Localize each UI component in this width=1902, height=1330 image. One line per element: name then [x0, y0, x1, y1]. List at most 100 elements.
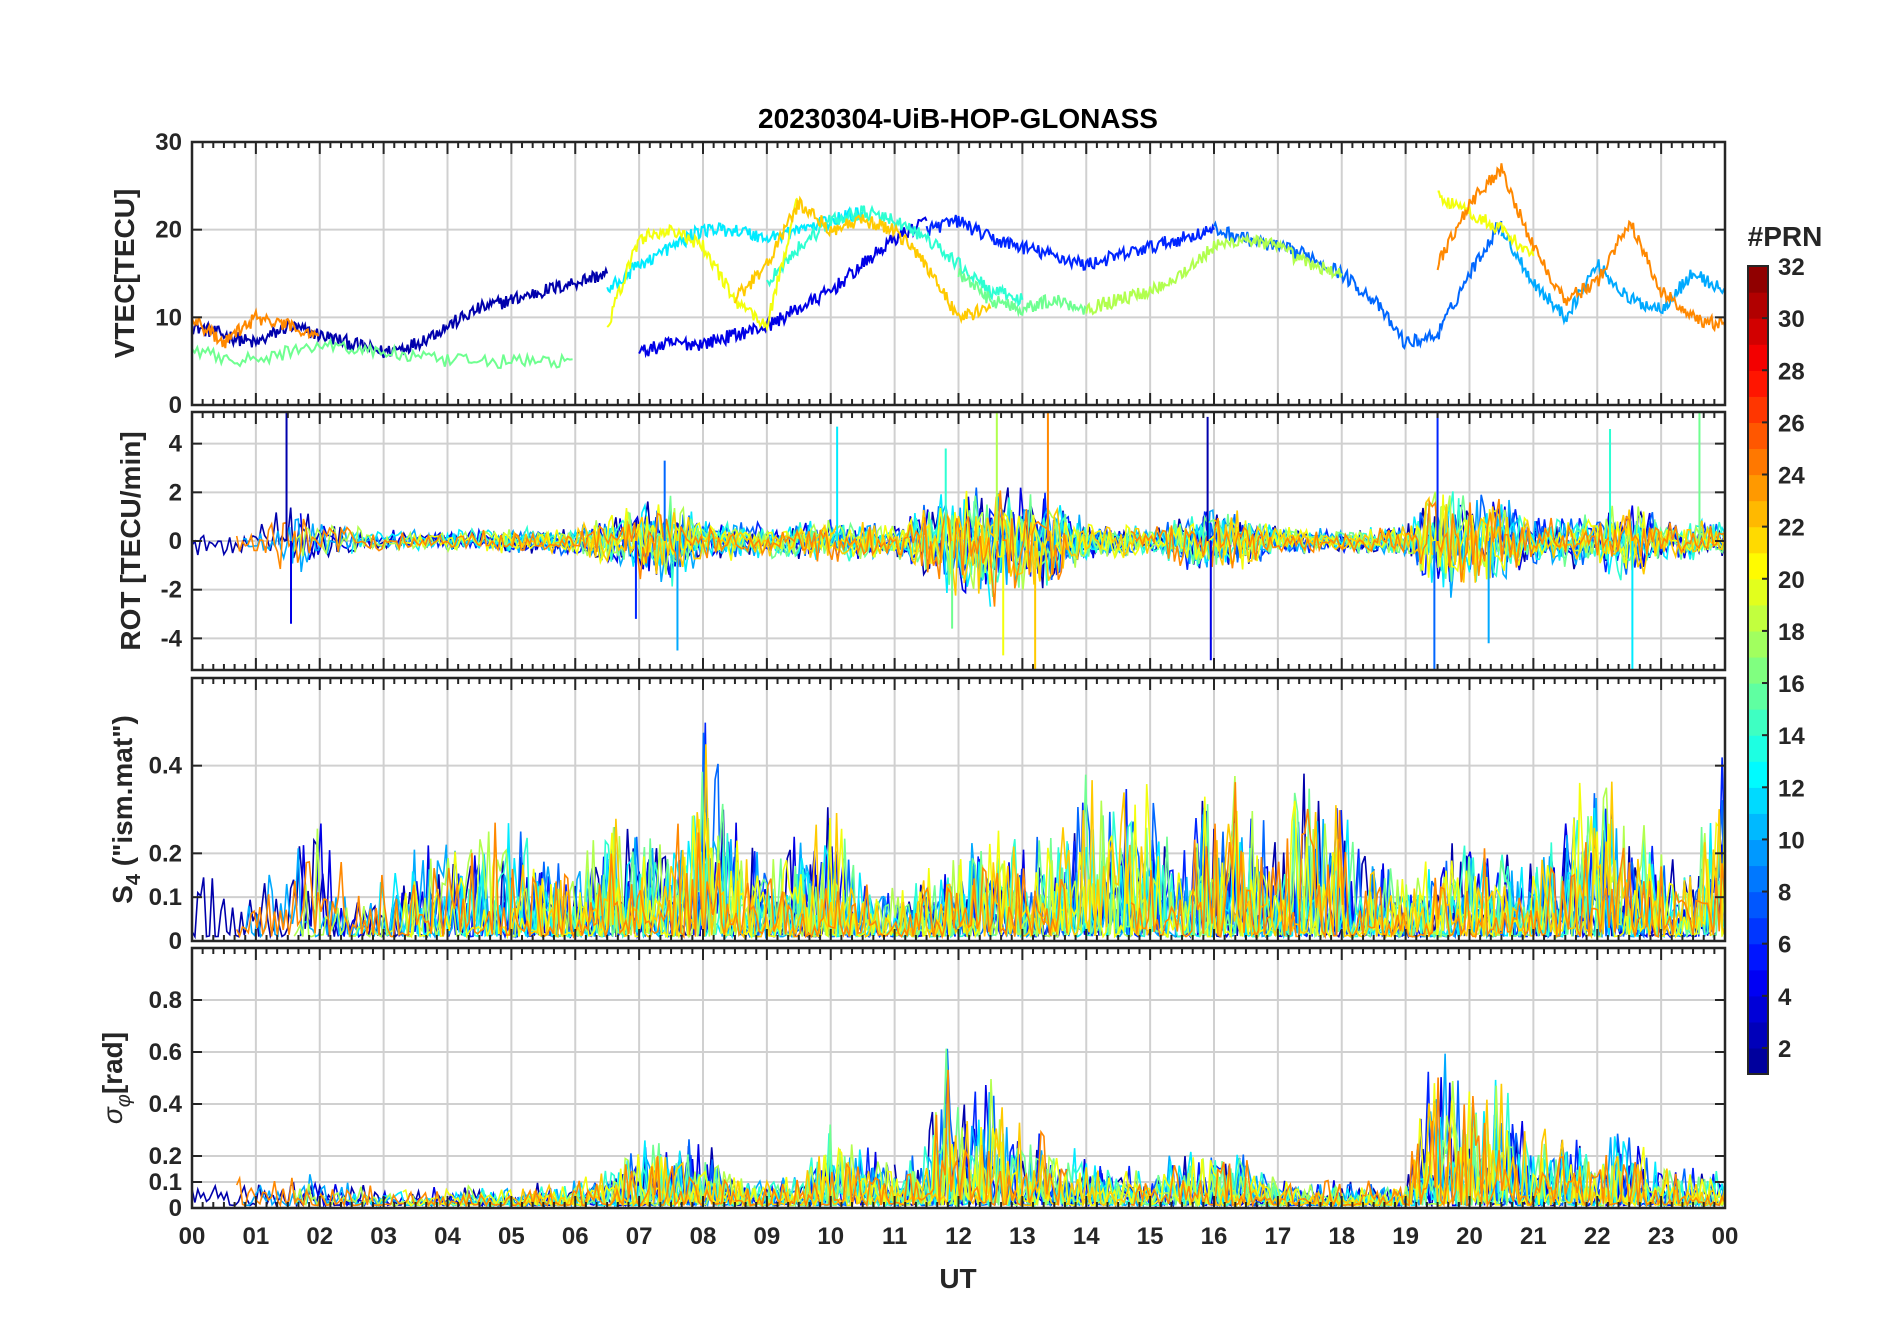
rot-ylabel: ROT [TECU/min] — [115, 431, 146, 650]
s4-panel: 0 0.1 0.2 0.4 S4 ("ism.mat") — [107, 676, 1727, 955]
sigma-xtick-label: 00 — [179, 1223, 206, 1250]
vtec-ytick-label: 0 — [169, 392, 182, 419]
colorbar-band — [1748, 630, 1768, 658]
sigma-xlabel: UT — [939, 1263, 976, 1294]
colorbar-tick-label: 28 — [1778, 358, 1805, 385]
sigma-ytick-label: 0.4 — [149, 1091, 183, 1118]
s4-series-line — [235, 822, 1068, 940]
colorbar-band — [1748, 266, 1768, 293]
sigma-ytick-labels: 00.10.2 0.4 0.6 0.8 — [149, 987, 183, 1222]
rot-ytick-label: -2 — [161, 577, 182, 604]
rot-series — [192, 412, 1725, 670]
sigma-xtick-label: 05 — [498, 1223, 525, 1250]
colorbar-tick-label: 6 — [1778, 932, 1791, 959]
chart-title: 20230304-UiB-HOP-GLONASS — [758, 103, 1158, 134]
sigma-panel: 00.10.2 0.4 0.6 0.8 00 01 02 03 04 05 06 07 08 09 10 1… — [97, 946, 1739, 1294]
rot-panel: -4 -2 0 2 4 ROT [TECU/min] — [115, 410, 1727, 672]
sigma-ytick-label: 0.6 — [149, 1039, 182, 1066]
colorbar-tick-label: 10 — [1778, 827, 1805, 854]
sigma-xtick-label: 16 — [1201, 1223, 1228, 1250]
sigma-xtick-label: 00 — [1712, 1223, 1739, 1250]
sigma-xtick-label: 23 — [1648, 1223, 1675, 1250]
colorbar-ticks — [1762, 265, 1768, 1049]
s4-ytick-label: 0.1 — [149, 884, 182, 911]
rot-ytick-label: -4 — [161, 625, 183, 652]
colorbar-band — [1748, 604, 1768, 632]
sigma-xtick-label: 21 — [1520, 1223, 1547, 1250]
s4-ytick-label: 0 — [169, 928, 182, 955]
colorbar-band — [1748, 526, 1768, 554]
vtec-ytick-label: 20 — [155, 217, 182, 244]
sigma-xtick-label: 02 — [306, 1223, 333, 1250]
colorbar-band — [1748, 1047, 1768, 1075]
colorbar-tick-label: 24 — [1778, 463, 1805, 490]
sigma-series-line — [1130, 1077, 1725, 1208]
colorbar-band — [1748, 761, 1768, 788]
sigma-ytick-label: 0 — [169, 1195, 182, 1222]
colorbar-band — [1748, 891, 1768, 919]
colorbar-band — [1748, 422, 1768, 450]
sigma-series-line — [235, 1069, 1068, 1208]
colorbar-band — [1748, 500, 1768, 528]
sigma-xtick-label: 11 — [882, 1223, 907, 1250]
rot-series-line — [1130, 498, 1725, 583]
rot-ticks — [191, 412, 1726, 670]
vtec-series-line — [1085, 232, 1343, 316]
rot-ytick-label: 4 — [169, 431, 183, 458]
s4-ytick-label: 0.2 — [149, 840, 182, 867]
vtec-series-line — [766, 204, 1024, 308]
sigma-xtick-label: 09 — [754, 1223, 781, 1250]
sigma-ylabel-main: σ — [97, 1106, 128, 1124]
vtec-series-line — [925, 214, 1215, 271]
colorbar-band — [1748, 709, 1768, 736]
rot-ytick-label: 0 — [169, 528, 182, 555]
rot-ytick-labels: -4 -2 0 2 4 — [161, 431, 183, 653]
colorbar-band — [1748, 735, 1768, 762]
sigma-xtick-label: 07 — [626, 1223, 653, 1250]
colorbar-tick-label: 20 — [1778, 567, 1805, 594]
colorbar-band — [1748, 917, 1768, 945]
colorbar-band — [1748, 839, 1768, 867]
rot-series-line — [510, 492, 1151, 596]
sigma-series — [192, 1048, 1725, 1208]
sigma-ylabel-rest: [rad] — [97, 1032, 128, 1094]
vtec-ytick-label: 30 — [155, 129, 182, 156]
colorbar-tick-label: 8 — [1778, 880, 1791, 907]
colorbar-tick-label: 2 — [1778, 1036, 1791, 1063]
colorbar-tick-label: 22 — [1778, 515, 1805, 542]
vtec-ylabel: VTEC[TECU] — [109, 189, 140, 359]
colorbar-band — [1748, 813, 1768, 841]
s4-series-line — [1130, 782, 1725, 940]
sigma-xtick-label: 10 — [817, 1223, 844, 1250]
colorbar-band — [1748, 396, 1768, 423]
colorbar-band — [1748, 865, 1768, 893]
colorbar-band — [1748, 683, 1768, 710]
vtec-ytick-labels: 0 10 20 30 — [155, 129, 182, 419]
sigma-ylabel: σφ[rad] — [97, 1032, 135, 1124]
colorbar-tick-label: 16 — [1778, 671, 1805, 698]
colorbar-tick-label: 30 — [1778, 306, 1805, 333]
sigma-ticks — [191, 948, 1726, 1209]
sigma-xtick-label: 13 — [1009, 1223, 1036, 1250]
s4-ylabel-sub: 4 — [123, 873, 145, 885]
sigma-xtick-label: 15 — [1137, 1223, 1164, 1250]
colorbar-band — [1748, 318, 1768, 345]
sigma-xtick-label: 04 — [434, 1223, 461, 1250]
vtec-series — [192, 163, 1725, 369]
sigma-xtick-label: 01 — [243, 1223, 270, 1250]
s4-ytick-label: 0.4 — [149, 753, 183, 780]
colorbar-band — [1748, 995, 1768, 1023]
vtec-series-line — [733, 195, 992, 325]
s4-series-line — [510, 744, 1151, 939]
vtec-series-line — [1213, 220, 1503, 351]
vtec-grid — [192, 142, 1725, 405]
vtec-series-line — [606, 190, 1535, 333]
colorbar-band — [1748, 1021, 1768, 1049]
colorbar-bands — [1748, 266, 1768, 1075]
sigma-xtick-labels: 00 01 02 03 04 05 06 07 08 09 10 11 12 13 14 15 16 17 18 19… — [179, 1223, 1739, 1250]
colorbar-tick-label: 26 — [1778, 410, 1805, 437]
vtec-panel: 0 10 20 30 VTEC[TECU] — [109, 129, 1727, 419]
s4-ytick-labels: 0 0.1 0.2 0.4 — [149, 753, 183, 955]
